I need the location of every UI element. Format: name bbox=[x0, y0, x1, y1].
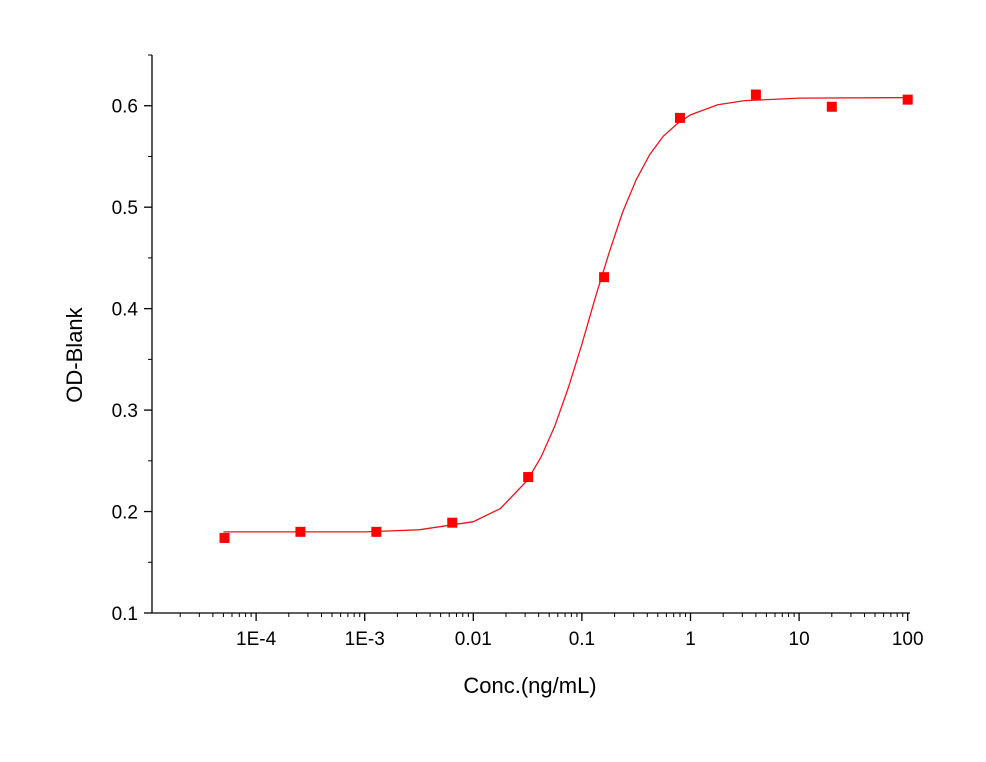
y-axis-label: OD-Blank bbox=[62, 306, 87, 402]
y-tick-label: 0.2 bbox=[112, 503, 138, 524]
data-point bbox=[219, 532, 230, 543]
data-point bbox=[674, 112, 685, 123]
data-point bbox=[902, 94, 913, 105]
y-tick-label: 0.5 bbox=[112, 198, 138, 219]
data-point bbox=[371, 526, 382, 537]
x-axis-label: Conc.(ng/mL) bbox=[463, 673, 596, 698]
data-point bbox=[447, 517, 458, 528]
data-point bbox=[750, 89, 761, 100]
data-point bbox=[599, 272, 610, 283]
y-tick-label: 0.1 bbox=[112, 604, 138, 625]
x-tick-label: 1E-4 bbox=[236, 629, 277, 650]
x-tick-label: 0.01 bbox=[455, 629, 492, 650]
y-tick-label: 0.3 bbox=[112, 401, 138, 422]
y-tick-label: 0.4 bbox=[112, 300, 139, 321]
data-point bbox=[295, 526, 306, 537]
x-tick-label: 0.1 bbox=[569, 629, 595, 650]
data-point bbox=[523, 472, 534, 483]
x-tick-label: 10 bbox=[789, 629, 810, 650]
y-tick-label: 0.6 bbox=[112, 97, 138, 118]
fit-curve bbox=[223, 96, 908, 533]
x-tick-label: 100 bbox=[892, 629, 924, 650]
x-tick-label: 1E-3 bbox=[345, 629, 385, 650]
x-tick-label: 1 bbox=[685, 629, 696, 650]
data-point bbox=[826, 101, 837, 112]
